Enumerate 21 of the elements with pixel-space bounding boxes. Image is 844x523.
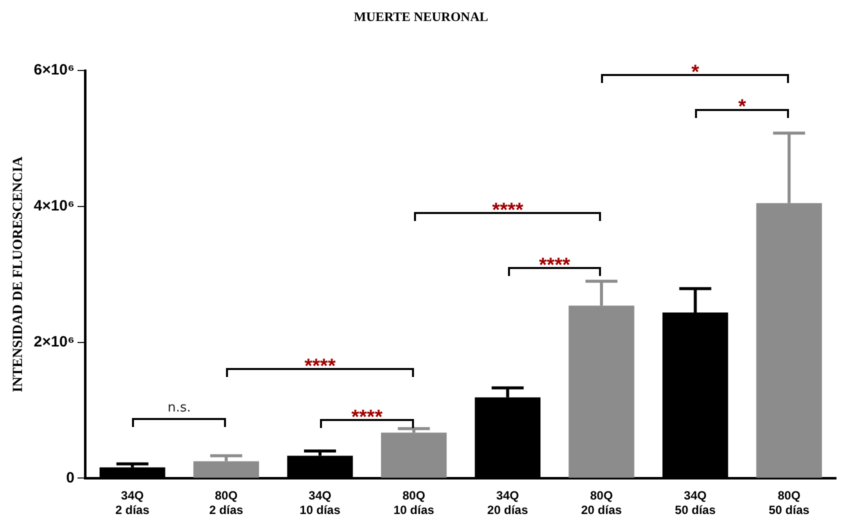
x-tick-label: 80Q 20 días [581, 488, 622, 518]
x-tick-label: 34Q 2 días [115, 488, 150, 518]
x-tick-label: 34Q 10 días [300, 488, 341, 518]
annotation: **** [492, 199, 524, 222]
annotation: **** [304, 356, 336, 378]
annotation: **** [538, 254, 570, 276]
annotation: n.s. [168, 400, 191, 416]
x-tick-label: 34Q 20 días [487, 488, 528, 518]
annotation: **** [351, 406, 383, 429]
x-tick-label: 80Q 10 días [393, 488, 435, 518]
x-tick-label: 80Q 2 días [209, 488, 244, 518]
y-tick-label: 0 [66, 469, 74, 486]
y-tick-label: 6×10⁶ [34, 62, 74, 79]
chart-title: MUERTE NEURONAL [354, 9, 488, 24]
y-axis-title: INTENSIDAD DE FLUORESCENCIA [11, 156, 26, 392]
y-tick-label: 4×10⁶ [34, 198, 74, 215]
annotation: * [691, 62, 700, 84]
annotation: * [738, 96, 746, 118]
x-tick-label: 34Q 50 días [674, 488, 716, 518]
x-tick-label: 80Q 50 días [768, 488, 810, 518]
y-tick-label: 2×10⁶ [34, 333, 74, 350]
